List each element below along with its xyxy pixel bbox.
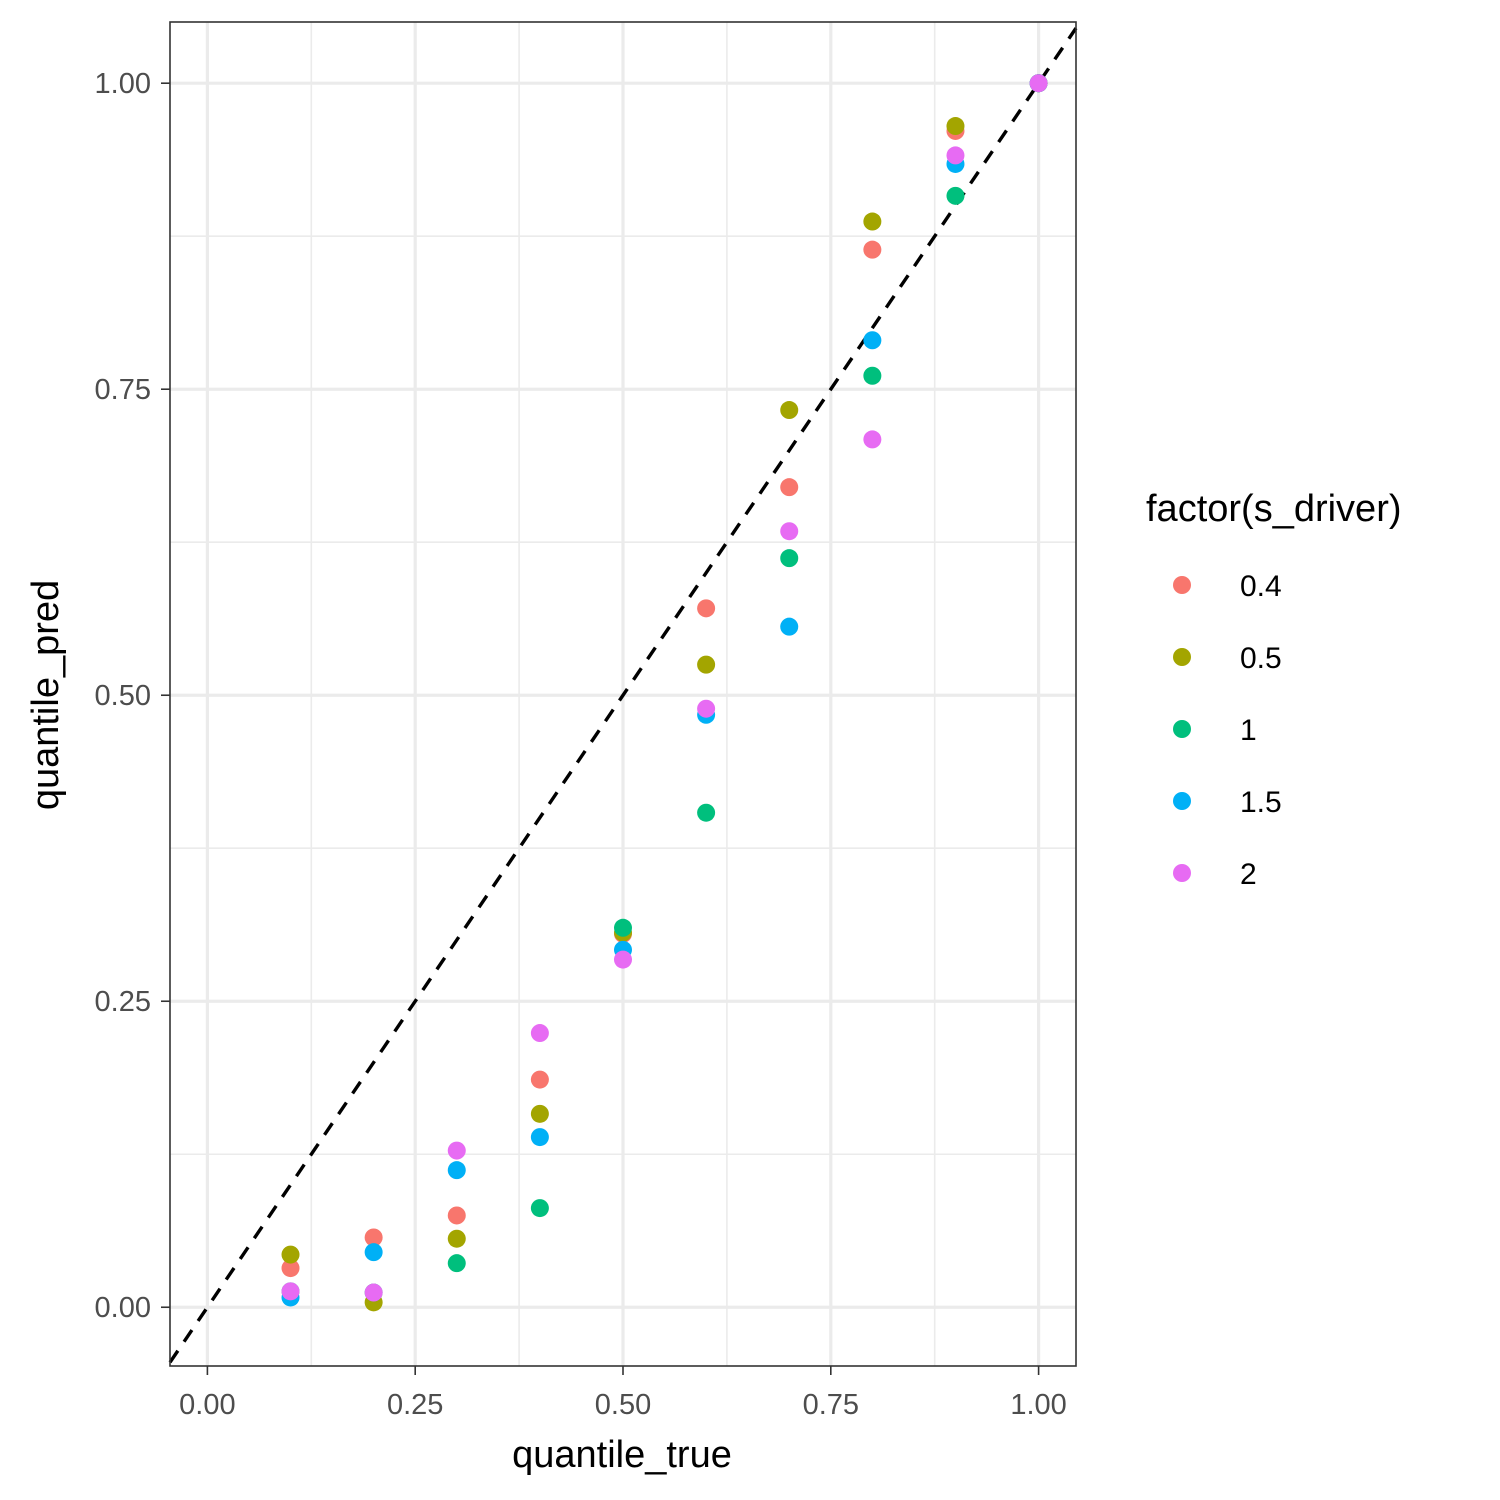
data-point-2 [447, 1141, 466, 1160]
legend-label-0.4: 0.4 [1240, 570, 1282, 603]
y-tick-label: 0.75 [95, 374, 151, 406]
data-point-0.4 [281, 1259, 300, 1278]
data-point-1.5 [780, 617, 799, 636]
legend-label-1.5: 1.5 [1240, 786, 1282, 819]
data-point-0.5 [946, 117, 965, 136]
y-axis: 0.00 0.25 0.50 0.75 1.00 [95, 68, 170, 1324]
legend: factor(s_driver) 0.4 0.5 1 1.5 2 [1146, 488, 1402, 891]
data-point-1 [863, 366, 882, 385]
data-point-2 [281, 1282, 300, 1301]
data-point-1 [447, 1254, 466, 1273]
legend-key-0.5 [1173, 648, 1191, 666]
x-axis-title: quantile_true [512, 1434, 732, 1476]
data-point-0.5 [697, 655, 716, 674]
data-point-0.4 [697, 599, 716, 618]
data-point-0.5 [447, 1229, 466, 1248]
data-point-0.4 [780, 478, 799, 497]
data-point-1.5 [364, 1243, 383, 1262]
x-tick-label: 0.00 [179, 1389, 235, 1421]
legend-items: 0.4 0.5 1 1.5 2 [1173, 570, 1282, 891]
data-point-2 [614, 950, 632, 969]
legend-key-1 [1173, 720, 1191, 738]
reference-line-layer [168, 27, 1078, 1364]
legend-label-0.5: 0.5 [1240, 642, 1282, 675]
data-point-0.5 [863, 212, 882, 231]
x-axis: 0.00 0.25 0.50 0.75 1.00 [179, 1366, 1067, 1421]
data-point-0.4 [530, 1070, 549, 1089]
data-point-1 [614, 918, 632, 937]
y-tick-label: 0.25 [95, 986, 151, 1018]
data-point-1 [946, 186, 965, 205]
legend-key-0.4 [1173, 576, 1191, 594]
data-point-1 [530, 1199, 549, 1218]
y-tick-label: 0.50 [95, 680, 151, 712]
data-point-2 [1029, 74, 1048, 93]
data-point-0.4 [863, 240, 882, 259]
data-point-0.5 [281, 1245, 300, 1264]
y-axis-title: quantile_pred [25, 580, 67, 810]
identity-reference-line [168, 27, 1078, 1364]
legend-title: factor(s_driver) [1146, 488, 1402, 530]
x-tick-label: 0.75 [803, 1389, 859, 1421]
x-tick-label: 1.00 [1010, 1389, 1066, 1421]
legend-label-1: 1 [1240, 714, 1257, 747]
legend-key-1.5 [1173, 792, 1191, 810]
data-point-0.5 [780, 401, 799, 420]
data-point-1 [697, 803, 716, 822]
data-point-1.5 [447, 1161, 466, 1180]
data-point-2 [364, 1283, 383, 1302]
data-point-0.4 [447, 1206, 466, 1225]
data-point-2 [780, 522, 799, 541]
y-tick-label: 0.00 [95, 1292, 151, 1324]
data-point-1.5 [863, 331, 882, 350]
data-point-0.4 [364, 1228, 383, 1247]
data-point-2 [530, 1024, 549, 1043]
data-point-2 [946, 146, 965, 165]
data-points [281, 74, 1048, 1312]
legend-key-2 [1173, 864, 1191, 882]
x-tick-label: 0.50 [595, 1389, 651, 1421]
x-tick-label: 0.25 [387, 1389, 443, 1421]
data-point-2 [863, 430, 882, 449]
y-tick-label: 1.00 [95, 68, 151, 100]
data-point-2 [697, 699, 716, 718]
legend-label-2: 2 [1240, 858, 1257, 891]
data-point-1.5 [530, 1128, 549, 1147]
data-point-1 [780, 549, 799, 568]
data-point-0.5 [530, 1104, 549, 1123]
